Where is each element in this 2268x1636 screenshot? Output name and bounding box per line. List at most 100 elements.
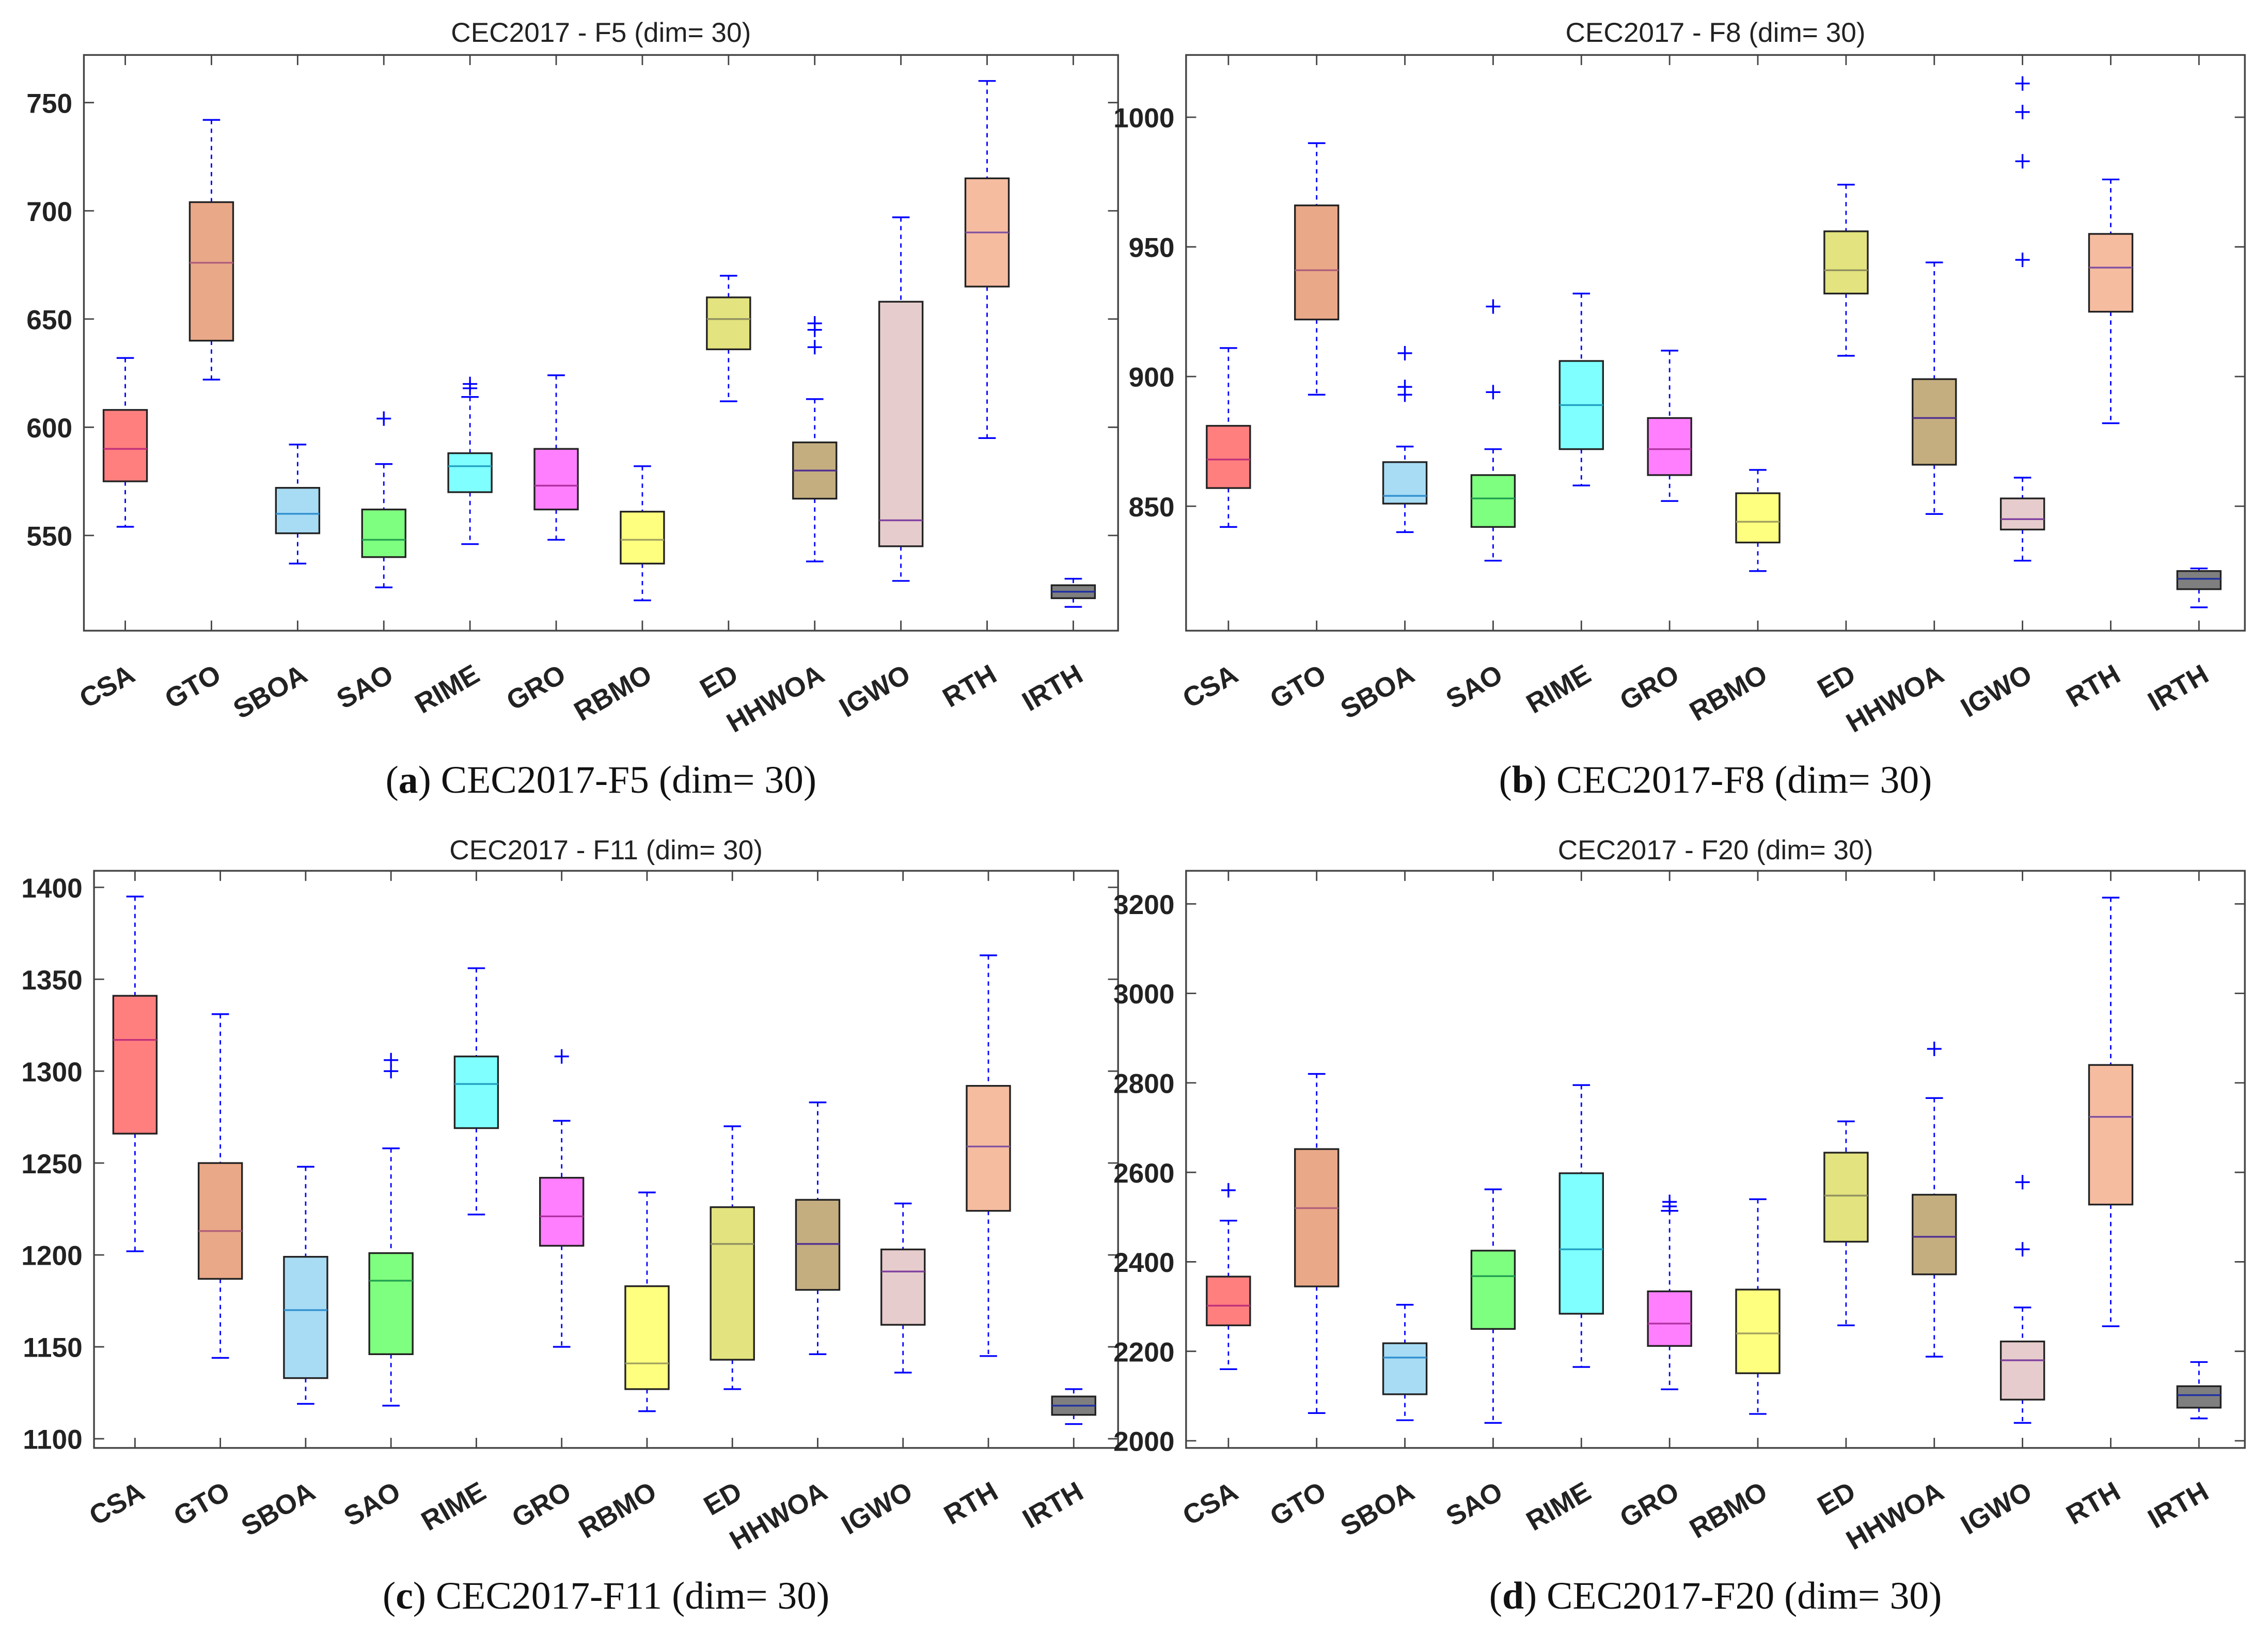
outlier-marker: [2015, 253, 2030, 268]
iqr-box: [795, 1199, 841, 1291]
iqr-box: [112, 995, 158, 1135]
x-tick-label: CSA: [74, 659, 140, 714]
iqr-box: [1735, 492, 1781, 544]
outlier-marker: [376, 411, 391, 426]
panel-caption: (a) CEC2017-F5 (dim= 30): [386, 759, 816, 801]
panel-caption: (c) CEC2017-F11 (dim= 30): [383, 1575, 829, 1617]
x-tick-label: GRO: [1615, 1476, 1684, 1534]
x-tick-label: GTO: [169, 1476, 235, 1532]
iqr-box: [1382, 1342, 1428, 1395]
iqr-box: [880, 1248, 926, 1326]
outlier-marker: [1486, 299, 1501, 314]
iqr-box: [966, 1084, 1011, 1212]
outlier-marker: [384, 1052, 399, 1067]
x-tick-label: CSA: [84, 1476, 150, 1531]
iqr-box: [533, 448, 579, 511]
iqr-box: [1382, 461, 1428, 505]
y-tick-label: 550: [26, 521, 72, 552]
y-tick-label: 950: [1129, 233, 1175, 263]
iqr-box: [878, 301, 924, 547]
iqr-box: [2176, 1385, 2222, 1409]
x-tick-label: CSA: [1177, 1476, 1243, 1531]
y-tick-label: 1400: [21, 873, 82, 904]
chart-panel-a: CEC2017 - F5 (dim= 30) 550 600 650 700 750 CSA…: [26, 18, 1119, 801]
caption-text: CEC2017-F20 (dim= 30): [1547, 1575, 1942, 1617]
caption-text: CEC2017-F11 (dim= 30): [436, 1575, 829, 1617]
x-tick-label: RTH: [2061, 1476, 2125, 1531]
x-tick-label: RIME: [1521, 659, 1596, 720]
iqr-box: [624, 1285, 670, 1390]
x-tick-label: RBMO: [1684, 1476, 1772, 1544]
iqr-box: [2088, 1064, 2134, 1206]
caption-paren: (: [386, 759, 399, 801]
iqr-box: [283, 1256, 328, 1379]
x-tick-label: RIME: [416, 1476, 491, 1537]
x-tick-label: IRTH: [1018, 1476, 1089, 1534]
panel-caption: (d) CEC2017-F20 (dim= 30): [1489, 1575, 1942, 1617]
caption-letter: d: [1502, 1575, 1524, 1617]
x-tick-label: IGWO: [1956, 1476, 2037, 1540]
iqr-box: [1470, 474, 1516, 528]
x-tick-label: ED: [699, 1476, 747, 1521]
x-tick-label: HHWOA: [724, 1476, 832, 1556]
y-tick-label: 750: [26, 88, 72, 119]
iqr-box: [1823, 1152, 1869, 1243]
y-tick-label: 850: [1129, 492, 1175, 523]
x-tick-label: IRTH: [2143, 659, 2214, 717]
x-tick-label: SAO: [332, 659, 398, 715]
chart-panel-d: CEC2017 - F20 (dim= 30) 2000 2200 2400 2600 2…: [1113, 835, 2246, 1617]
caption-letter: a: [399, 759, 418, 801]
y-tick-label: 1000: [1113, 103, 1174, 134]
y-tick-label: 1150: [23, 1333, 82, 1363]
outlier-marker: [2015, 1242, 2030, 1257]
plot-area: [1185, 870, 2246, 1449]
iqr-box: [1735, 1288, 1781, 1374]
x-tick-label: SAO: [1441, 659, 1507, 715]
y-tick-label: 600: [26, 413, 72, 444]
iqr-box: [275, 486, 321, 534]
caption-text: CEC2017-F5 (dim= 30): [441, 759, 816, 801]
outlier-marker: [1397, 380, 1412, 395]
x-tick-label: GTO: [1265, 659, 1331, 715]
x-tick-label: SAO: [1441, 1476, 1507, 1532]
caption-paren: ): [418, 759, 441, 801]
iqr-box: [1912, 378, 1957, 466]
chart-title: CEC2017 - F20 (dim= 30): [1558, 835, 1873, 866]
x-tick-label: IGWO: [834, 659, 916, 723]
outlier-marker: [1662, 1194, 1677, 1209]
caption-paren: (: [1489, 1575, 1502, 1617]
y-tick-label: 1100: [23, 1425, 82, 1455]
plot-area: [93, 870, 1119, 1449]
chart-title: CEC2017 - F11 (dim= 30): [449, 835, 763, 866]
outlier-marker: [2015, 154, 2030, 169]
x-tick-label: IGWO: [1956, 659, 2037, 723]
y-tick-label: 1250: [21, 1149, 82, 1179]
panel-caption: (b) CEC2017-F8 (dim= 30): [1499, 759, 1932, 801]
x-tick-label: ED: [695, 659, 744, 704]
x-tick-label: ED: [1813, 659, 1861, 704]
x-tick-label: GTO: [1265, 1476, 1331, 1532]
iqr-box: [368, 1252, 414, 1356]
iqr-box: [1912, 1193, 1957, 1276]
iqr-box: [197, 1162, 243, 1280]
x-tick-label: HHWOA: [1841, 659, 1949, 739]
iqr-box: [361, 508, 406, 558]
chart-title: CEC2017 - F5 (dim= 30): [451, 18, 751, 48]
outlier-marker: [807, 340, 822, 355]
caption-letter: c: [396, 1575, 413, 1617]
x-tick-label: CSA: [1177, 659, 1243, 714]
chart-title: CEC2017 - F8 (dim= 30): [1565, 18, 1865, 48]
x-tick-label: RIME: [410, 659, 485, 720]
y-tick-label: 650: [26, 305, 72, 335]
iqr-box: [1823, 230, 1869, 295]
x-tick-label: RBMO: [574, 1476, 662, 1544]
outlier-marker: [1221, 1183, 1236, 1198]
x-tick-label: RBMO: [569, 659, 657, 727]
caption-paren: ): [1524, 1575, 1547, 1617]
y-tick-label: 900: [1129, 363, 1175, 393]
x-tick-label: SBOA: [1335, 1476, 1420, 1542]
outlier-marker: [1927, 1042, 1942, 1057]
x-tick-label: HHWOA: [721, 659, 829, 739]
x-tick-label: RBMO: [1684, 659, 1772, 727]
